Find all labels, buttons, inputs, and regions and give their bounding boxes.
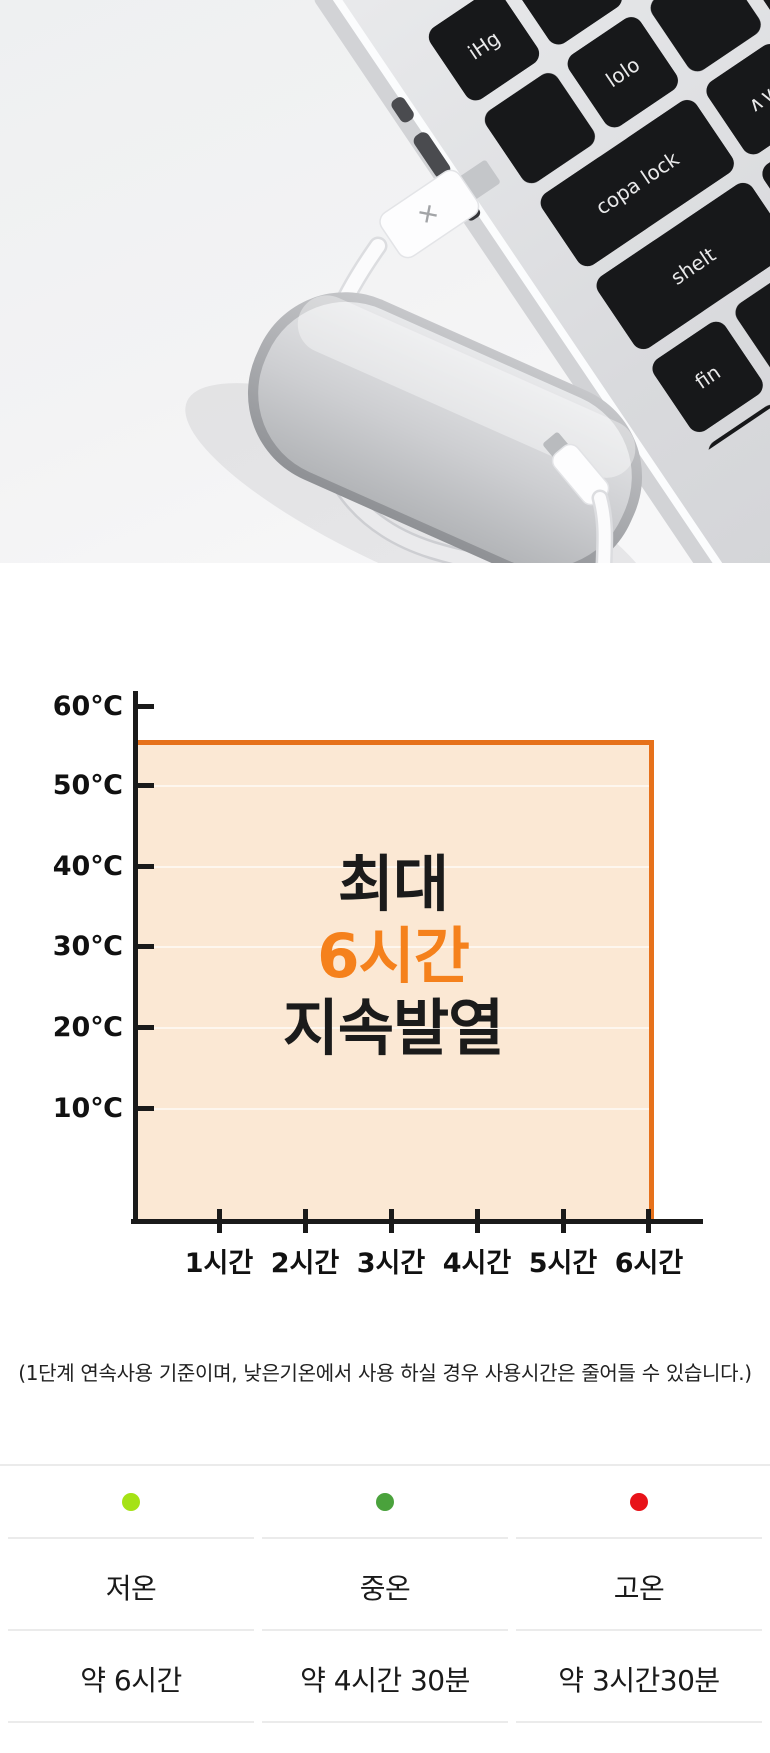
annotation-line-1: 최대 bbox=[337, 849, 449, 920]
device-top-face bbox=[258, 301, 632, 569]
y-tick bbox=[138, 864, 154, 869]
y-tick bbox=[138, 1025, 154, 1030]
y-tick-label: 10℃ bbox=[52, 1093, 123, 1124]
gridline-50 bbox=[137, 785, 649, 787]
table-top-divider bbox=[0, 1464, 770, 1466]
y-tick-label: 60℃ bbox=[52, 691, 123, 722]
mode-label-medium: 중온 bbox=[359, 1572, 411, 1605]
laptop-port-icon bbox=[413, 132, 451, 178]
keyboard-labeled-keys bbox=[428, 0, 770, 432]
table-divider bbox=[262, 1537, 508, 1539]
y-tick-label: 30℃ bbox=[52, 931, 123, 962]
table-divider bbox=[8, 1537, 254, 1539]
x-tick bbox=[217, 1209, 222, 1233]
high-heat-dot-icon bbox=[630, 1493, 648, 1511]
mode-duration-high: 약 3시간30분 bbox=[558, 1664, 720, 1697]
x-tick bbox=[646, 1209, 651, 1233]
x-tick-label: 2시간 bbox=[270, 1248, 340, 1279]
y-axis bbox=[133, 691, 138, 1223]
table-divider bbox=[516, 1721, 762, 1723]
x-axis bbox=[131, 1219, 703, 1224]
table-divider bbox=[262, 1721, 508, 1723]
usb-a-plug: ✕ bbox=[379, 160, 500, 259]
mode-duration-low: 약 6시간 bbox=[80, 1664, 182, 1697]
mode-duration-medium: 약 4시간 30분 bbox=[300, 1664, 470, 1697]
medium-heat-dot-icon bbox=[376, 1493, 394, 1511]
y-tick-label: 40℃ bbox=[52, 851, 123, 882]
gridline-40 bbox=[137, 866, 649, 868]
gridline-30 bbox=[137, 946, 649, 948]
product-photo-illustration: iHg ! A lolo copa lock ∧∨ shelt conttom … bbox=[0, 0, 770, 817]
gridline-10 bbox=[137, 1108, 649, 1110]
y-tick-label: 20℃ bbox=[52, 1012, 123, 1043]
table-divider bbox=[516, 1629, 762, 1631]
table-divider bbox=[8, 1721, 254, 1723]
device-highlight bbox=[297, 295, 636, 478]
y-tick bbox=[138, 944, 154, 949]
usb-c-cable bbox=[591, 489, 614, 575]
laptop-port-icon bbox=[391, 97, 414, 123]
table-divider bbox=[8, 1629, 254, 1631]
x-tick-label: 4시간 bbox=[442, 1248, 512, 1279]
table-divider bbox=[516, 1537, 762, 1539]
x-tick bbox=[389, 1209, 394, 1233]
x-tick bbox=[475, 1209, 480, 1233]
heated-area bbox=[137, 740, 654, 1221]
x-tick-label: 5시간 bbox=[528, 1248, 598, 1279]
product-photo: iHg ! A lolo copa lock ∧∨ shelt conttom … bbox=[0, 0, 770, 817]
mode-label-low: 저온 bbox=[105, 1572, 157, 1605]
keyboard-keys-grid bbox=[424, 0, 770, 452]
usage-note: (1단계 연속사용 기준이며, 낮은기온에서 사용 하실 경우 사용시간은 줄어… bbox=[18, 1361, 752, 1385]
x-tick bbox=[561, 1209, 566, 1233]
gridline-20 bbox=[137, 1027, 649, 1029]
x-tick-label: 6시간 bbox=[614, 1248, 684, 1279]
y-tick bbox=[138, 704, 154, 709]
x-tick bbox=[303, 1209, 308, 1233]
x-tick-label: 1시간 bbox=[184, 1248, 254, 1279]
annotation-line-2: 6시간 bbox=[317, 921, 470, 992]
table-divider bbox=[262, 1629, 508, 1631]
y-tick bbox=[138, 1106, 154, 1111]
hand-warmer-device bbox=[247, 292, 643, 578]
x-tick-label: 3시간 bbox=[356, 1248, 426, 1279]
y-tick bbox=[138, 783, 154, 788]
mode-label-high: 고온 bbox=[613, 1572, 665, 1605]
low-heat-dot-icon bbox=[122, 1493, 140, 1511]
annotation-line-3: 지속발열 bbox=[282, 993, 504, 1064]
chart-annotation: 최대 6시간 지속발열 bbox=[137, 849, 649, 1065]
usb-a-body bbox=[379, 169, 480, 259]
y-tick-label: 50℃ bbox=[52, 770, 123, 801]
